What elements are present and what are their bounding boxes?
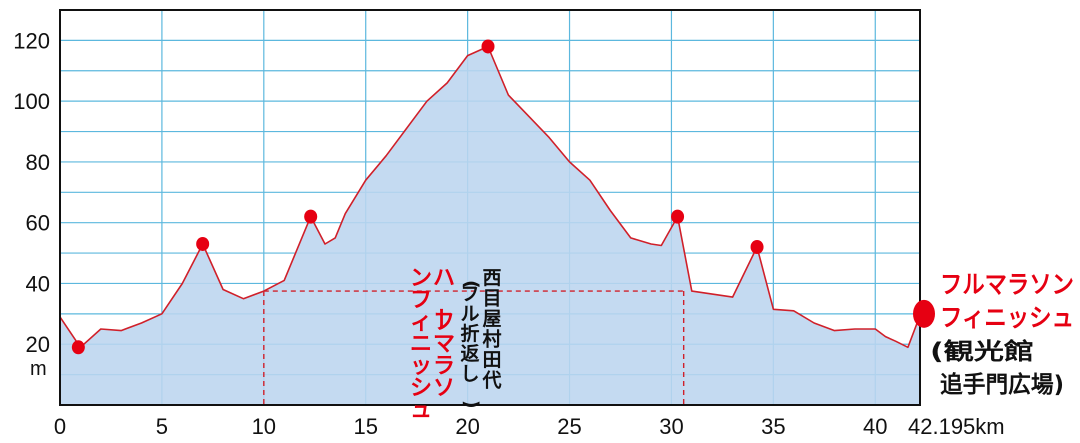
x-tick-label: 0	[54, 414, 66, 439]
peak-marker	[750, 240, 764, 254]
x-tick-label: 15	[353, 414, 377, 439]
full-finish-label-line2: フィニッシュ	[940, 303, 1074, 332]
x-tick-label: 20	[455, 414, 479, 439]
x-tick-label: 10	[252, 414, 276, 439]
finish-marker	[913, 299, 935, 328]
x-tick-labels: 0 5 10 15 20 25 30 35 40	[54, 414, 888, 439]
full-finish-place-line1: (観光館	[930, 338, 1034, 365]
elevation-line	[59, 45, 921, 349]
y-tick-label: 40	[26, 271, 50, 296]
y-axis-unit: m	[30, 358, 47, 380]
y-tick-label: 80	[26, 150, 50, 175]
y-tick-label: 100	[13, 89, 50, 114]
peak-marker	[481, 39, 495, 54]
x-tick-label: 5	[156, 414, 168, 439]
peak-marker	[671, 209, 685, 224]
half-marathon-finish-label: ハーフマラソンフィニッシュ	[410, 266, 455, 423]
x-tick-label: 25	[557, 414, 581, 439]
x-tick-label: 35	[761, 414, 785, 439]
peak-marker	[71, 340, 85, 355]
marker-layer	[71, 39, 935, 355]
x-end-label: 42.195km	[908, 414, 1005, 439]
turnaround-label: 西目屋村田代(フル折返し)	[460, 267, 501, 409]
peak-marker	[304, 209, 318, 224]
full-finish-label-line1: フルマラソン	[940, 270, 1074, 299]
full-finish-place-line2: 追手門広場)	[940, 371, 1064, 398]
y-tick-label: 60	[26, 211, 50, 236]
y-tick-labels: 20 40 60 80 100 120	[13, 28, 50, 357]
y-tick-label: 20	[26, 332, 50, 357]
y-tick-label: 120	[13, 28, 50, 53]
elevation-area	[60, 46, 920, 405]
peak-marker	[196, 236, 210, 251]
x-tick-label: 40	[863, 414, 887, 439]
plot-frame	[59, 9, 921, 406]
x-tick-label: 30	[659, 414, 683, 439]
